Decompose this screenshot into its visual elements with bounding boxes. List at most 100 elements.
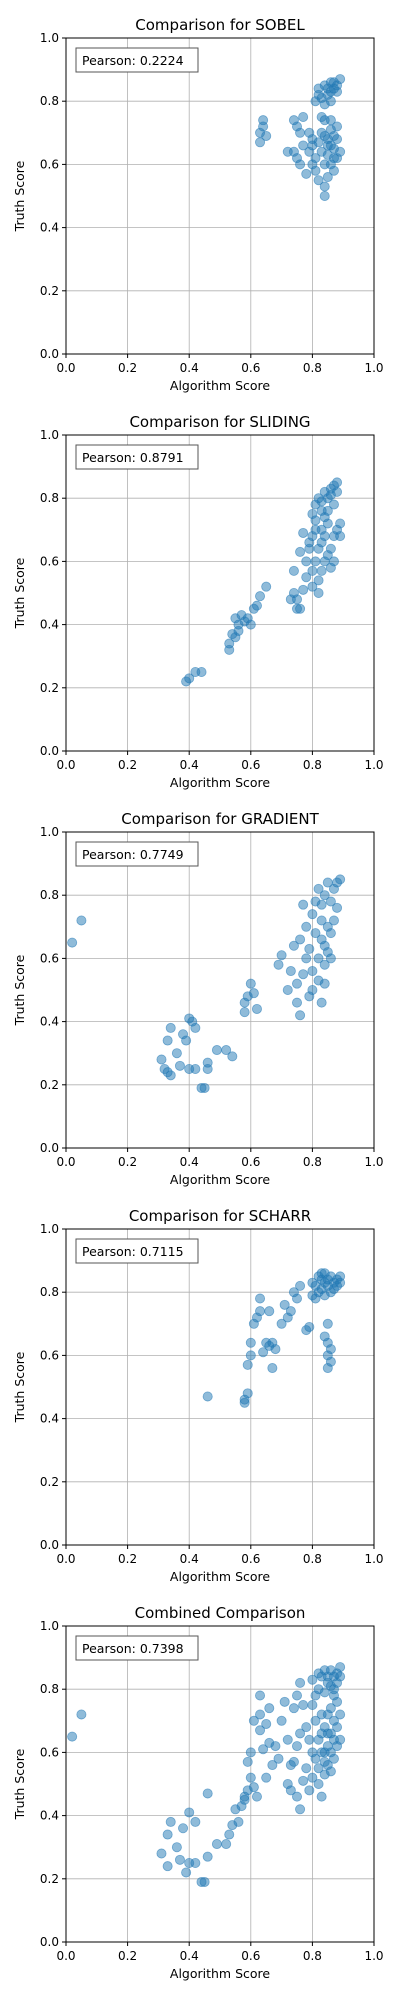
data-point (305, 1786, 314, 1795)
data-point (185, 1808, 194, 1817)
data-point (299, 528, 308, 537)
data-point (182, 1036, 191, 1045)
chart-title: Comparison for SOBEL (135, 16, 305, 34)
data-point (317, 900, 326, 909)
x-tick-label: 0.6 (241, 1155, 260, 1169)
data-point (323, 1319, 332, 1328)
pearson-annotation: Pearson: 0.8791 (82, 450, 184, 465)
data-point (172, 1843, 181, 1852)
data-point (163, 1036, 172, 1045)
data-point (323, 1729, 332, 1738)
data-point (326, 563, 335, 572)
data-point (222, 1839, 231, 1848)
data-point (292, 998, 301, 1007)
x-tick-label: 0.8 (303, 361, 322, 375)
y-tick-label: 0.8 (40, 1285, 59, 1299)
x-tick-label: 1.0 (364, 1155, 383, 1169)
x-tick-label: 0.8 (303, 1552, 322, 1566)
data-point (317, 1748, 326, 1757)
data-point (299, 970, 308, 979)
data-point (302, 169, 311, 178)
x-tick-label: 0.6 (241, 1552, 260, 1566)
data-point (271, 1741, 280, 1750)
data-point (320, 1332, 329, 1341)
data-point (302, 1764, 311, 1773)
data-point (163, 1862, 172, 1871)
y-tick-label: 0.4 (40, 1809, 59, 1823)
y-tick-label: 1.0 (40, 825, 59, 839)
y-tick-label: 1.0 (40, 1619, 59, 1633)
y-tick-label: 0.0 (40, 1935, 59, 1949)
y-tick-label: 0.8 (40, 491, 59, 505)
data-point (166, 1817, 175, 1826)
y-axis-label: Truth Score (12, 954, 27, 1026)
scatter-chart-4: Comparison for SCHARR 0.0 0.2 0.4 0.6 0.8 1.0 0… (12, 1207, 384, 1584)
x-tick-label: 0.6 (241, 361, 260, 375)
data-point (191, 1858, 200, 1867)
data-point (311, 557, 320, 566)
data-point (302, 1723, 311, 1732)
y-tick-label: 0.0 (40, 1538, 59, 1552)
x-tick-label: 0.2 (118, 1949, 137, 1963)
data-point (252, 601, 261, 610)
data-point (68, 1732, 77, 1741)
x-axis-label: Algorithm Score (170, 378, 271, 393)
data-point (332, 1723, 341, 1732)
data-point (299, 585, 308, 594)
data-point (336, 1710, 345, 1719)
x-tick-label: 0.4 (180, 1155, 199, 1169)
data-point (292, 1294, 301, 1303)
data-point (332, 87, 341, 96)
data-point (308, 910, 317, 919)
data-point (329, 153, 338, 162)
data-point (77, 1710, 86, 1719)
y-tick-label: 0.6 (40, 157, 59, 171)
data-point (332, 1697, 341, 1706)
data-point (326, 1357, 335, 1366)
data-point (320, 979, 329, 988)
data-point (326, 1767, 335, 1776)
data-point (212, 1045, 221, 1054)
scatter-chart-5: Combined Comparison0.0 0.2 0.4 0.6 0.8 1.00.0… (12, 1604, 384, 1981)
data-point (320, 131, 329, 140)
data-point (299, 1776, 308, 1785)
chart-title: Comparison for GRADIENT (121, 810, 319, 828)
data-point (292, 1792, 301, 1801)
x-axis-label: Algorithm Score (170, 1569, 271, 1584)
x-tick-label: 0.4 (180, 1949, 199, 1963)
y-tick-label: 0.2 (40, 1078, 59, 1092)
data-point (175, 1061, 184, 1070)
data-point (252, 1792, 261, 1801)
data-point (234, 1817, 243, 1826)
data-point (317, 566, 326, 575)
x-tick-label: 0.4 (180, 1552, 199, 1566)
data-point (243, 1757, 252, 1766)
data-point (262, 131, 271, 140)
data-point (166, 1023, 175, 1032)
data-point (292, 1741, 301, 1750)
x-tick-label: 0.6 (241, 1949, 260, 1963)
data-point (286, 966, 295, 975)
y-tick-label: 0.4 (40, 1015, 59, 1029)
data-point (320, 191, 329, 200)
data-point (283, 985, 292, 994)
y-tick-label: 0.4 (40, 1412, 59, 1426)
data-point (336, 1272, 345, 1281)
data-point (191, 1023, 200, 1032)
data-point (203, 1392, 212, 1401)
data-point (295, 1678, 304, 1687)
data-point (317, 506, 326, 515)
data-point (332, 487, 341, 496)
x-tick-label: 1.0 (364, 361, 383, 375)
data-point (326, 141, 335, 150)
data-point (326, 544, 335, 553)
data-point (246, 620, 255, 629)
data-point (326, 1344, 335, 1353)
data-point (329, 1754, 338, 1763)
y-tick-label: 0.0 (40, 1141, 59, 1155)
data-point (295, 160, 304, 169)
y-tick-label: 0.6 (40, 951, 59, 965)
data-point (255, 1307, 264, 1316)
data-point (283, 1735, 292, 1744)
x-tick-label: 0.2 (118, 1552, 137, 1566)
